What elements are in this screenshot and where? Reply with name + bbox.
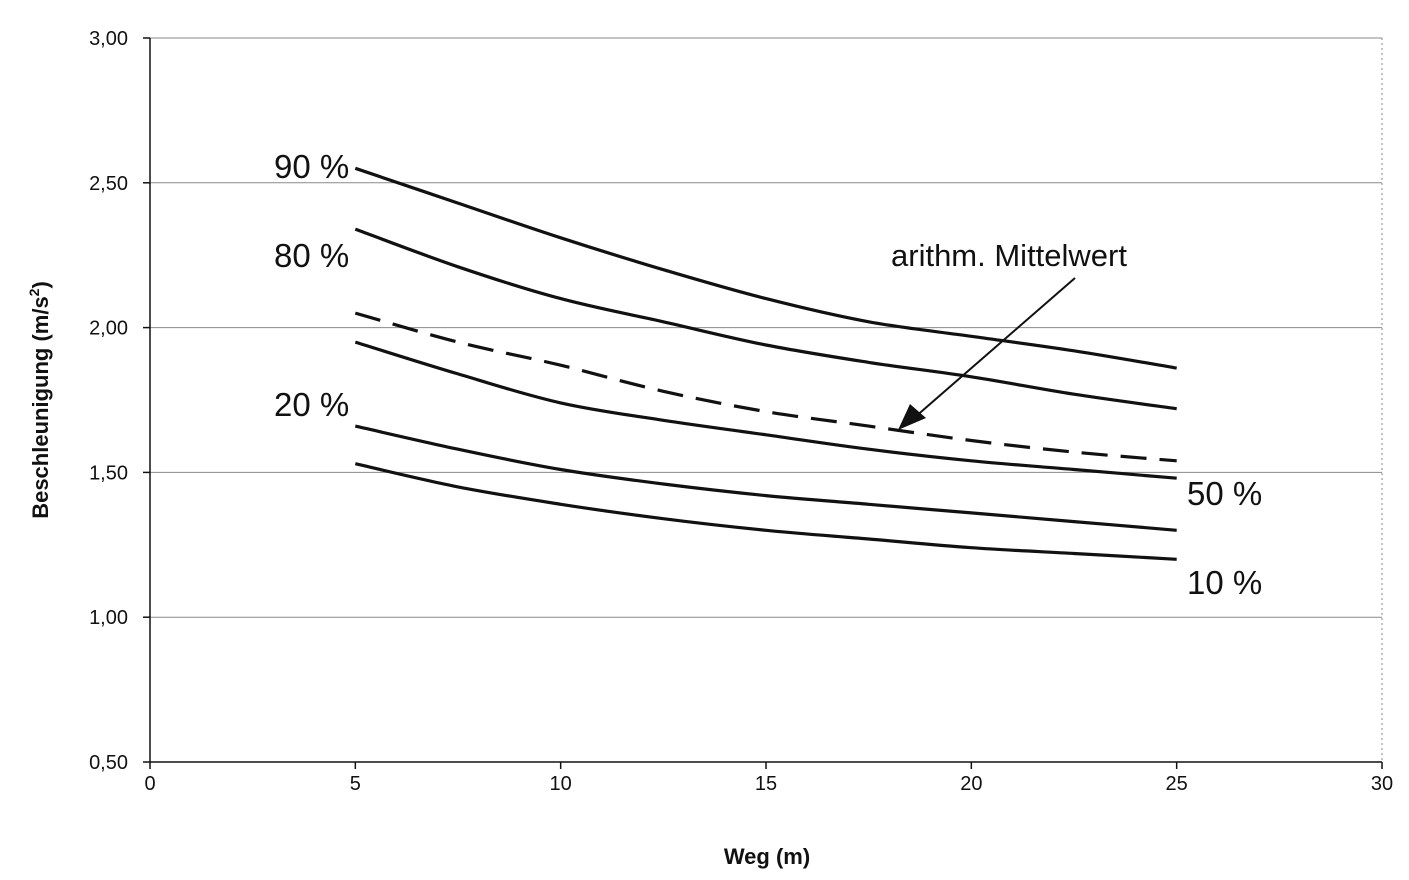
x-tick-label-2: 10 bbox=[550, 773, 572, 795]
y-tick-label-0: 0,50 bbox=[89, 752, 128, 774]
series-label-10: 10 % bbox=[1187, 564, 1262, 601]
x-tick-label-4: 20 bbox=[960, 773, 982, 795]
series-label-80: 80 % bbox=[274, 237, 349, 274]
y-tick-label-3: 2,00 bbox=[89, 318, 128, 340]
annotation-arrow bbox=[898, 277, 1076, 430]
series-line-50 bbox=[354, 340, 1177, 480]
series-line-20 bbox=[354, 424, 1177, 532]
x-tick-label-1: 5 bbox=[350, 773, 361, 795]
gridlines bbox=[150, 37, 1383, 762]
x-tick-label-6: 30 bbox=[1371, 773, 1393, 795]
tick-labels: 0,50 1,00 1,50 2,00 2,50 3,00 0 5 10 15 20 25 30 bbox=[89, 28, 1393, 795]
y-axis-title-sup: 2 bbox=[26, 288, 42, 296]
y-tick-label-4: 2,50 bbox=[89, 173, 128, 195]
series-lines bbox=[354, 166, 1177, 561]
annotation-mean-label: arithm. Mittelwert bbox=[891, 238, 1127, 273]
x-tick-label-3: 15 bbox=[755, 773, 777, 795]
y-tick-label-2: 1,50 bbox=[89, 462, 128, 484]
series-line-10 bbox=[354, 462, 1177, 561]
series-label-20: 20 % bbox=[274, 386, 349, 423]
y-axis-title-close: ) bbox=[28, 281, 53, 288]
axes bbox=[143, 37, 1383, 769]
series-label-90: 90 % bbox=[274, 148, 349, 185]
y-axis-title: Beschleunigung (m/s2) bbox=[26, 281, 53, 519]
x-tick-label-0: 0 bbox=[144, 773, 155, 795]
series-line-80 bbox=[354, 227, 1177, 411]
series-label-50: 50 % bbox=[1187, 475, 1262, 512]
x-axis-title: Weg (m) bbox=[724, 844, 810, 869]
y-axis-title-main: Beschleunigung (m/s bbox=[28, 296, 53, 518]
y-tick-label-5: 3,00 bbox=[89, 28, 128, 50]
y-tick-label-1: 1,00 bbox=[89, 607, 128, 629]
series-line-arithm-mittelwert bbox=[354, 311, 1177, 463]
series-line-90 bbox=[354, 166, 1177, 370]
x-tick-label-5: 25 bbox=[1166, 773, 1188, 795]
